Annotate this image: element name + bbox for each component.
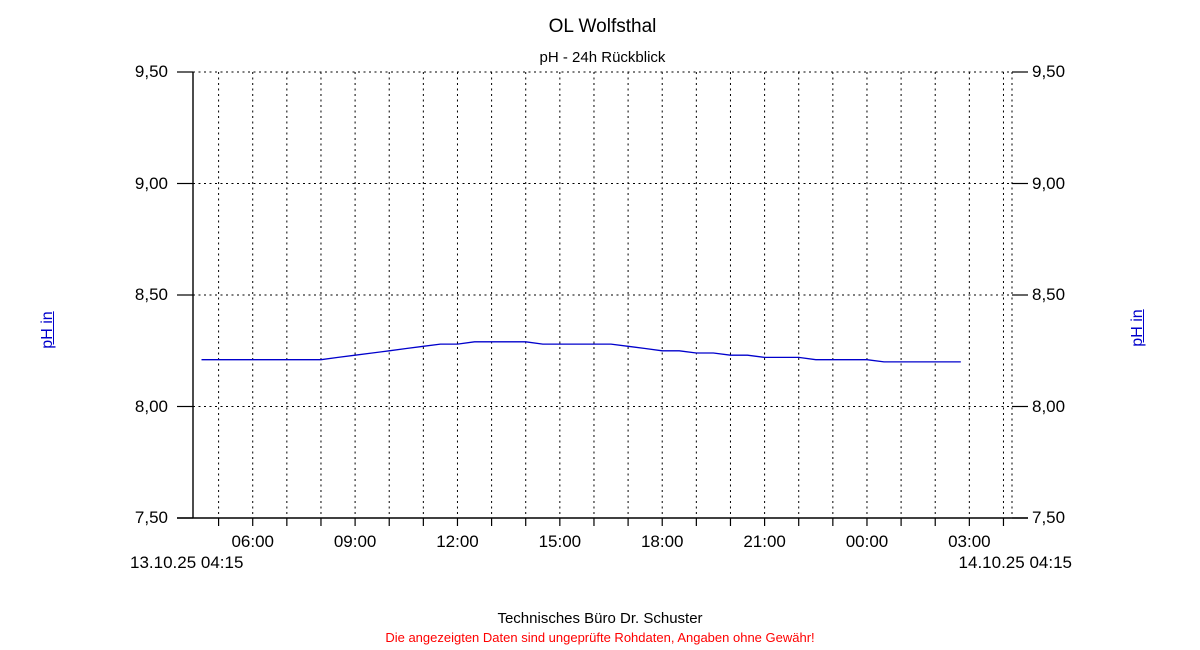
x-tick-label: 03:00 [948, 532, 991, 551]
x-tick-label: 18:00 [640, 532, 684, 551]
x-tick-label: 09:00 [333, 532, 377, 551]
x-axis-start-date: 13.10.25 04:15 [130, 553, 244, 572]
x-axis-end-date: 14.10.25 04:15 [958, 553, 1072, 572]
chart-subtitle: pH - 24h Rückblick [539, 49, 666, 66]
y-tick-label-right: 9,50 [1032, 62, 1066, 81]
x-tick-label: 15:00 [538, 532, 582, 551]
x-tick-label: 06:00 [231, 532, 274, 551]
chart-plot-area [177, 71, 1028, 526]
footer-company: Technisches Büro Dr. Schuster [497, 610, 703, 627]
y-tick-label-left: 9,50 [134, 62, 168, 81]
chart-title: OL Wolfsthal [548, 16, 657, 37]
y-tick-label-right: 8,00 [1032, 396, 1066, 416]
y-tick-label-left: 8,50 [134, 285, 168, 304]
x-tick-label: 21:00 [743, 532, 786, 551]
y-tick-label-left: 7,50 [134, 508, 168, 527]
x-tick-label: 00:00 [845, 532, 889, 551]
footer-disclaimer: Die angezeigten Daten sind ungeprüfte Ro… [385, 630, 815, 645]
y-axis-title-left: pH in [39, 311, 56, 349]
y-tick-label-left: 8,00 [134, 396, 168, 416]
ph-series-line [201, 341, 961, 363]
x-tick-label: 12:00 [436, 532, 479, 551]
y-tick-label-right: 9,00 [1032, 173, 1066, 193]
y-tick-label-left: 9,00 [134, 173, 168, 193]
y-tick-label-right: 7,50 [1032, 508, 1066, 527]
y-axis-title-right: pH in [1129, 309, 1146, 347]
y-tick-label-right: 8,50 [1032, 285, 1066, 304]
